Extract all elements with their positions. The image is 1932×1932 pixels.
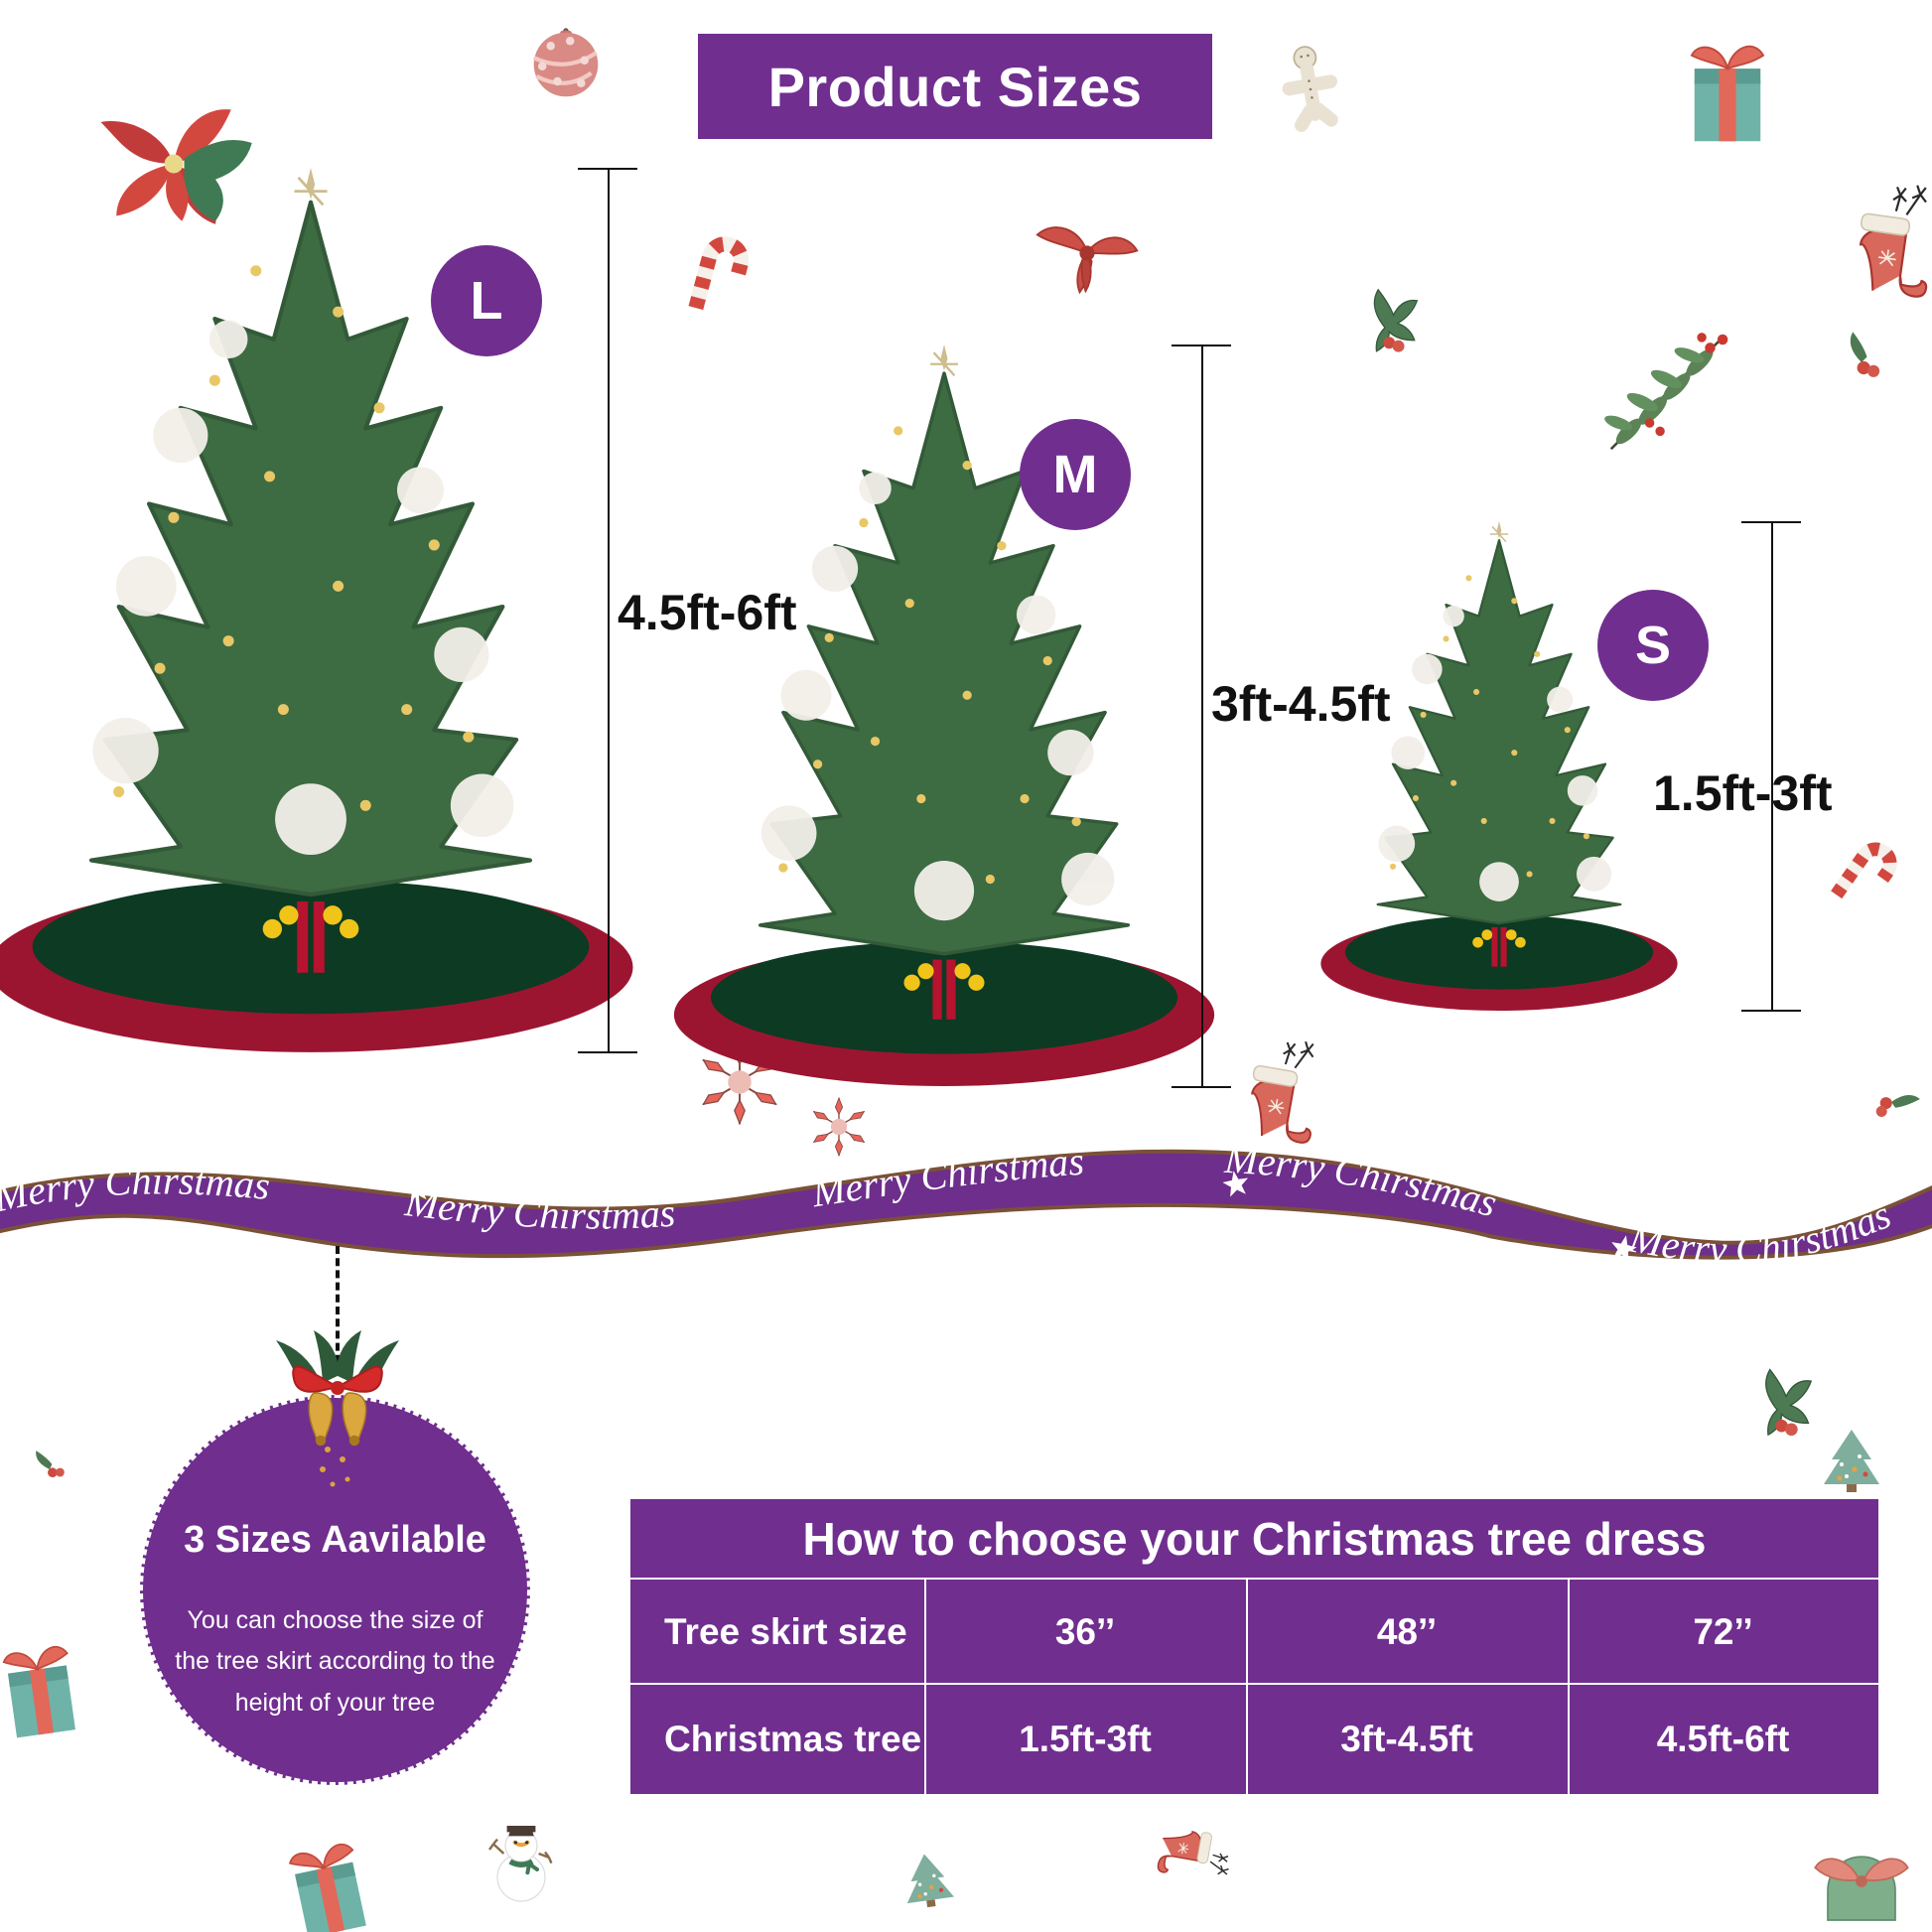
svg-text:Merry Chirstmas: Merry Chirstmas (1625, 1191, 1897, 1272)
